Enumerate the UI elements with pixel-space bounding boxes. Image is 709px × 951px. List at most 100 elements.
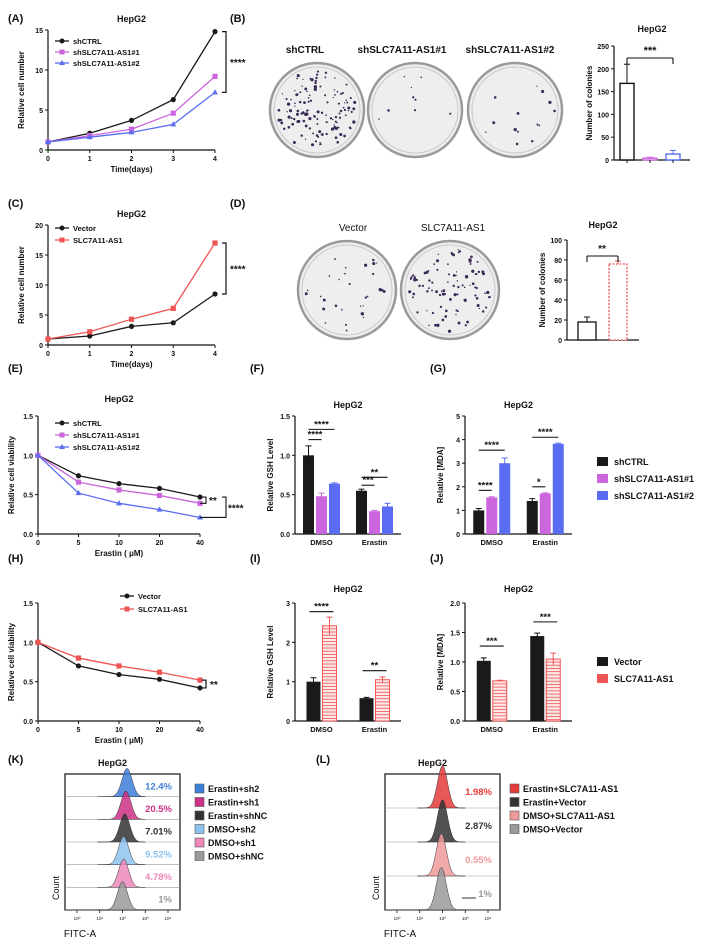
y-tick-label: 1.0	[450, 660, 460, 667]
significance-label: ****	[228, 503, 244, 514]
chart-title: HepG2	[504, 584, 533, 594]
colony	[471, 269, 475, 273]
legend-swatch	[194, 851, 205, 861]
x-tick-label: 10³	[462, 916, 469, 921]
percent-label: 1%	[478, 889, 492, 900]
legend-swatch	[194, 824, 205, 834]
colony	[333, 89, 336, 91]
significance-label: ***	[362, 475, 373, 486]
data-point	[128, 323, 135, 329]
colony	[427, 287, 430, 290]
y-tick-label: 0	[39, 148, 43, 155]
x-tick-label: 1	[88, 351, 92, 358]
chart-title: HepG2	[333, 400, 362, 410]
colony	[372, 261, 376, 266]
colony	[362, 316, 365, 319]
colony	[312, 132, 315, 135]
colony	[380, 288, 384, 292]
plate-label: shSLC7A11-AS1#1	[358, 45, 447, 56]
y-axis-label: Number of colonies	[538, 252, 547, 327]
x-tick-label: 10⁴	[165, 916, 172, 921]
data-point	[75, 489, 82, 496]
percent-label: 2.87%	[465, 821, 492, 832]
significance-label: ****	[230, 265, 246, 276]
colony	[330, 127, 335, 131]
colony	[455, 274, 457, 277]
colony	[433, 263, 435, 265]
data-point	[116, 481, 122, 487]
x-tick-label: 0	[46, 156, 50, 163]
colony	[413, 278, 417, 282]
data-point	[87, 333, 93, 339]
data-point	[156, 506, 163, 512]
data-point	[212, 89, 218, 95]
y-tick-label: 4	[456, 438, 460, 445]
colony	[320, 111, 324, 115]
colony	[328, 275, 331, 277]
colony	[307, 100, 310, 103]
colony	[316, 110, 320, 114]
colony	[468, 259, 472, 263]
x-tick-label: 0	[36, 727, 40, 734]
chart-I: 0 1 2 3 Relative GSH Level HepG2 DMSO Erastin **…	[266, 584, 401, 734]
y-tick-label: 50	[601, 135, 609, 142]
colony	[325, 132, 328, 136]
x-tick-label: 5	[77, 727, 81, 734]
colony	[344, 114, 347, 117]
significance-label: **	[210, 680, 218, 691]
percent-label: 9.52%	[145, 849, 172, 860]
y-tick-label: 0	[558, 338, 562, 345]
colony	[294, 102, 296, 105]
panel-B-plates: shCTRL shSLC7A11-AS1#1 shSLC7A11-AS1#2	[268, 45, 564, 159]
colony	[333, 126, 337, 130]
significance-label: *	[537, 477, 541, 488]
colony	[436, 268, 439, 271]
y-axis-label: Relative [MDA]	[436, 633, 445, 690]
colony	[342, 106, 345, 109]
y-tick-label: 40	[554, 298, 562, 305]
colony	[450, 251, 453, 254]
x-tick-label: 0	[46, 351, 50, 358]
data-point	[212, 29, 218, 35]
colony	[536, 123, 539, 126]
legend-label: SLC7A11-AS1	[73, 236, 123, 245]
legend-label: Erastin+SLC7A11-AS1	[523, 784, 618, 794]
colony	[426, 290, 429, 293]
colony	[304, 87, 308, 91]
colony	[277, 108, 281, 112]
colony	[428, 279, 431, 282]
bar	[486, 497, 498, 534]
x-tick-label: 10⁰	[74, 916, 81, 921]
x-axis-label: Time(days)	[110, 360, 152, 369]
series-line	[37, 454, 201, 504]
colony	[337, 126, 340, 129]
y-tick-label: 1.0	[23, 640, 33, 647]
colony	[308, 127, 312, 130]
data-point	[75, 479, 82, 485]
x-tick-label: 10²	[119, 916, 126, 921]
data-point	[170, 305, 176, 311]
data-point	[45, 138, 51, 144]
colony	[300, 112, 303, 115]
bar	[473, 510, 485, 534]
colony	[553, 109, 556, 113]
colony	[474, 294, 477, 297]
colony	[294, 105, 296, 107]
legend-label: shCTRL	[614, 457, 649, 467]
legend-swatch	[509, 797, 520, 807]
legend-label: DMSO+sh1	[208, 838, 256, 848]
colony	[412, 96, 415, 99]
series-line	[37, 454, 201, 519]
y-tick-label: 100	[550, 238, 562, 245]
percent-label: 0.55%	[465, 855, 492, 866]
colony	[434, 323, 437, 327]
colony	[296, 109, 300, 113]
bar	[552, 443, 564, 534]
x-tick-label: 10³	[142, 916, 149, 921]
colony	[414, 98, 417, 101]
colony	[334, 258, 336, 260]
chart-title: HepG2	[504, 400, 533, 410]
x-axis-label: Time(days)	[110, 165, 152, 174]
y-tick-label: 0.0	[280, 532, 290, 539]
significance-label: ***	[540, 612, 551, 623]
